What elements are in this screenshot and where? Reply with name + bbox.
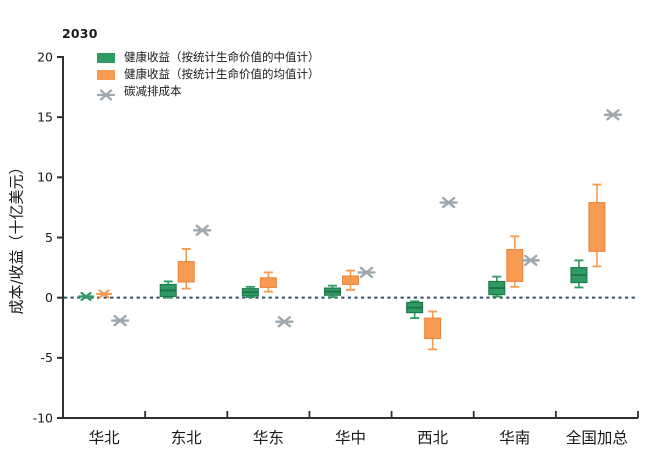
legend-label: 健康收益（按统计生命价值的中值计） (124, 50, 320, 64)
health-benefit-mean-box (506, 249, 524, 282)
carbon-cost (113, 314, 127, 327)
legend-label: 健康收益（按统计生命价值的均值计） (124, 67, 320, 81)
legend-item-mean-benefit: 健康收益（按统计生命价值的均值计） (97, 68, 320, 81)
y-tick-label: -10 (33, 410, 53, 425)
legend: 健康收益（按统计生命价值的中值计） 健康收益（按统计生命价值的均值计） 碳减排成… (96, 51, 320, 101)
x-category-label: 华南 (499, 429, 530, 447)
x-category-label: 西北 (417, 429, 449, 447)
x-category-label: 华东 (253, 429, 284, 447)
legend-swatch-green-box (97, 52, 115, 63)
health-benefit-mean-box (588, 202, 606, 252)
carbon-cost (606, 109, 620, 121)
y-tick-label: 10 (37, 170, 53, 185)
health-benefit-mean-box (424, 317, 442, 340)
carbon-cost (441, 196, 456, 209)
carbon-cost (195, 224, 209, 236)
x-category-label: 东北 (171, 429, 203, 447)
y-axis-label: 成本/收益（十亿美元） (7, 159, 26, 315)
legend-item-abatement-cost: 碳减排成本 (96, 84, 320, 101)
y-tick-label: -5 (41, 350, 53, 365)
health-benefit-mean-box (177, 261, 195, 283)
health-benefit-median-marker (80, 291, 92, 302)
carbon-cost (524, 254, 538, 267)
x-category-label: 华中 (335, 429, 366, 447)
chart-title: 2030 (62, 26, 98, 41)
health-benefit-mean-marker (98, 289, 110, 299)
y-tick-label: 0 (45, 290, 53, 305)
legend-label: 碳减排成本 (124, 84, 182, 98)
legend-x-marker-icon (96, 86, 116, 101)
carbon-cost (359, 266, 374, 279)
legend-swatch-orange-box (97, 69, 115, 80)
x-category-label: 华北 (89, 429, 121, 447)
carbon-cost (277, 316, 292, 328)
health-benefit-mean-box (342, 275, 359, 285)
y-tick-label: 20 (37, 49, 53, 64)
legend-item-median-benefit: 健康收益（按统计生命价值的中值计） (97, 51, 320, 64)
y-tick-label: 15 (37, 109, 53, 124)
y-tick-label: 5 (45, 230, 53, 245)
x-category-label: 全国加总 (566, 429, 628, 447)
health-benefit-mean-box (259, 277, 277, 288)
